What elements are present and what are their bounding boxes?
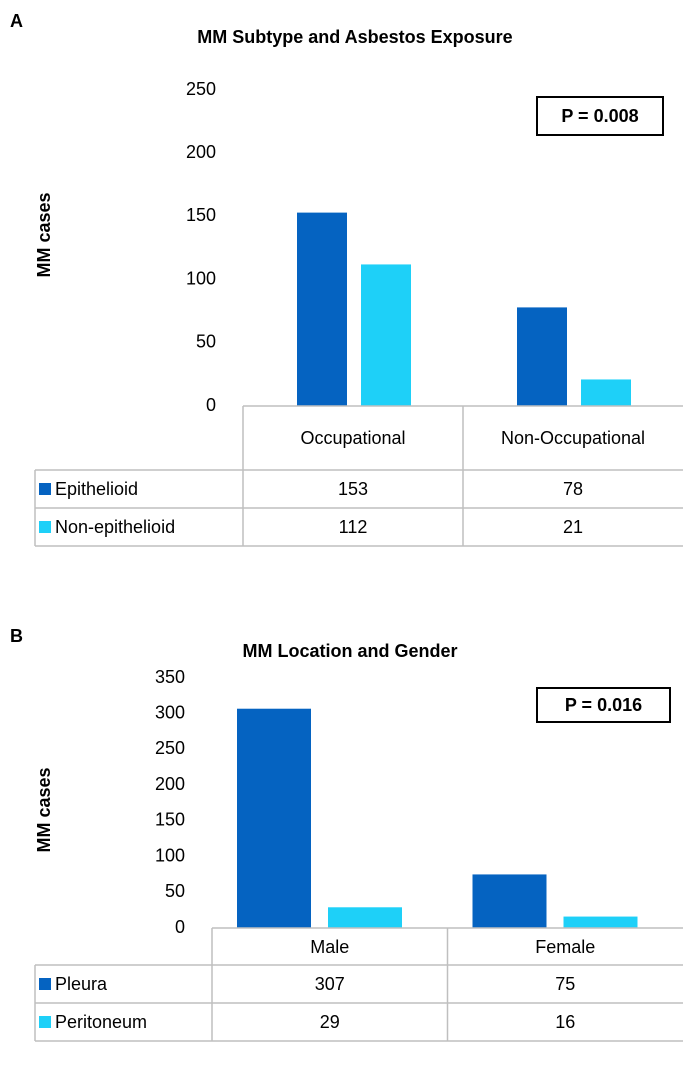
table-value: 29 — [320, 1012, 340, 1032]
table-value: 21 — [563, 517, 583, 537]
legend-swatch — [39, 1016, 51, 1028]
legend-label: Epithelioid — [55, 479, 138, 499]
x-tick-label: Male — [310, 936, 350, 957]
x-tick-label-box: Non-Occupational — [500, 428, 646, 448]
annotation-box — [536, 96, 664, 136]
annotation: P = 0.008 — [561, 106, 638, 126]
bar — [517, 307, 567, 406]
y-tick-label: 300 — [155, 702, 185, 722]
x-tick-label: Occupational — [300, 428, 406, 448]
bar — [563, 916, 638, 928]
y-axis-label: MM cases — [34, 767, 54, 852]
y-tick-label: 250 — [186, 79, 216, 99]
y-tick-label: 0 — [206, 395, 216, 415]
y-tick-label: 100 — [186, 268, 216, 288]
y-tick-label: 250 — [155, 738, 185, 758]
chart-title: MM Location and Gender — [242, 641, 457, 661]
y-tick-label: 150 — [155, 810, 185, 830]
panel-label: B — [10, 626, 23, 646]
y-tick-label: 200 — [186, 142, 216, 162]
legend-label: Non-epithelioid — [55, 517, 175, 537]
y-tick-label: 0 — [175, 917, 185, 937]
bar — [472, 874, 547, 928]
table-value: 16 — [555, 1012, 575, 1032]
y-tick-label: 100 — [155, 845, 185, 865]
table-value: 112 — [339, 517, 368, 537]
y-tick-label: 200 — [155, 774, 185, 794]
bar — [581, 379, 631, 406]
y-tick-label: 50 — [165, 881, 185, 901]
table-value: 78 — [563, 479, 583, 499]
x-tick-label: Non-Occupational — [500, 428, 646, 448]
legend-label: Peritoneum — [55, 1012, 147, 1032]
legend-swatch — [39, 521, 51, 533]
y-tick-label: 150 — [186, 205, 216, 225]
legend-label: Pleura — [55, 974, 108, 994]
legend-swatch — [39, 483, 51, 495]
annotation-box — [536, 687, 671, 723]
x-tick-label-box: Male — [310, 936, 350, 957]
table-value: 153 — [338, 479, 368, 499]
x-tick-label-box: Occupational — [300, 428, 406, 448]
bar — [361, 264, 411, 406]
table-value: 307 — [315, 974, 345, 994]
y-axis-label: MM cases — [34, 192, 54, 277]
y-tick-label: 350 — [155, 667, 185, 687]
panel-label: A — [10, 11, 23, 31]
bar — [297, 212, 347, 406]
bar — [328, 907, 402, 928]
y-tick-label: 50 — [196, 332, 216, 352]
legend-swatch — [39, 978, 51, 990]
chart-title: MM Subtype and Asbestos Exposure — [197, 27, 512, 47]
x-tick-label-box: Female — [535, 936, 596, 957]
x-tick-label: Female — [535, 936, 596, 957]
annotation: P = 0.016 — [565, 695, 642, 715]
bar — [237, 708, 311, 928]
table-value: 75 — [555, 974, 575, 994]
